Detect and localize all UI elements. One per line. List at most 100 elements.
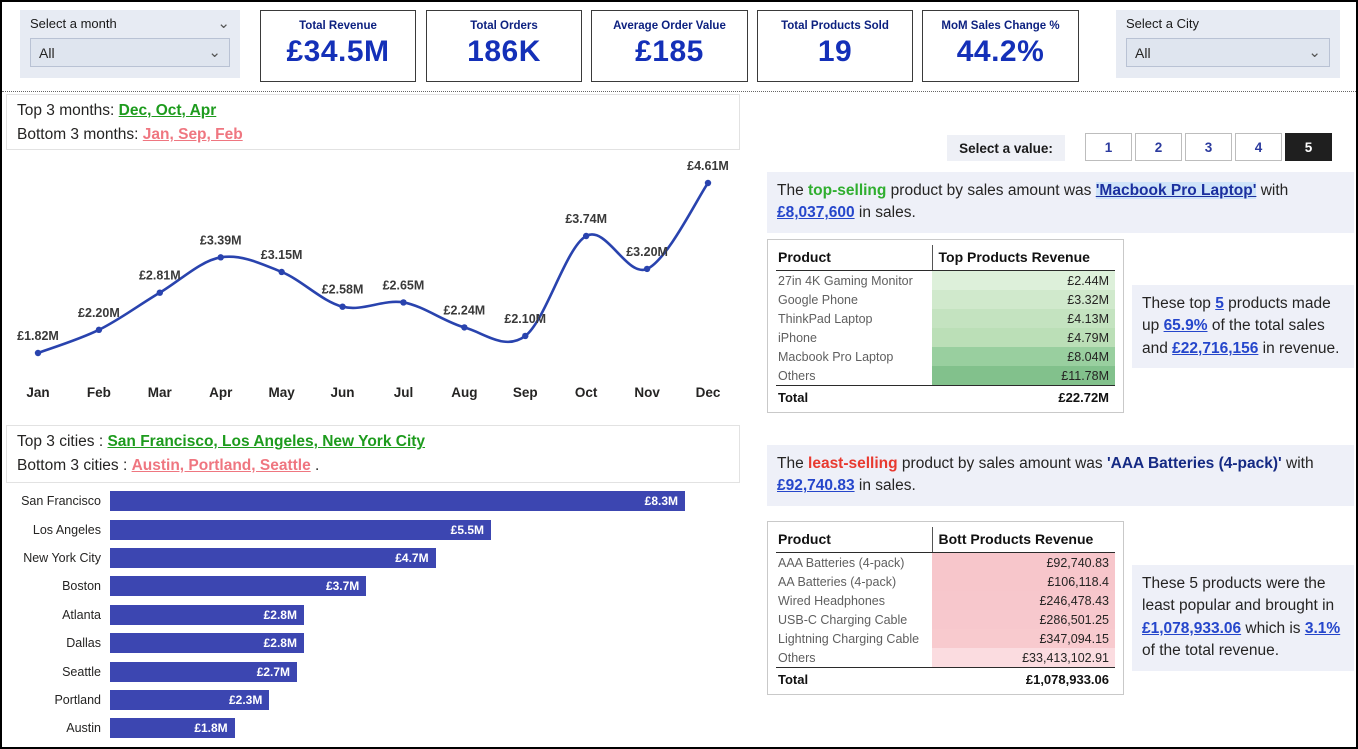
city-revenue-bar-chart[interactable]: San Francisco £8.3M Los Angeles £5.5M New Yo…: [6, 487, 740, 745]
product-column-header[interactable]: Product: [776, 245, 932, 271]
bar-san-francisco[interactable]: £8.3M: [110, 491, 685, 512]
product-column-header[interactable]: Product: [776, 527, 932, 553]
city-slicer: Select a City All ⌄: [1116, 10, 1340, 78]
kpi-value: 186K: [467, 35, 541, 68]
kpi-label: Total Products Sold: [781, 20, 889, 32]
top-months-line: Top 3 months: Dec, Oct, Apr: [17, 99, 729, 123]
data-point-Jan[interactable]: [34, 349, 42, 357]
product-revenue: £347,094.15: [932, 629, 1115, 648]
month-slicer: Select a month ⌄ All ⌄: [20, 10, 240, 78]
x-axis-label: Jan: [26, 385, 49, 400]
chevron-down-icon[interactable]: ⌄: [217, 14, 230, 32]
y-axis-label: Atlanta: [62, 607, 101, 622]
text: in sales.: [854, 204, 916, 222]
bar-los-angeles[interactable]: £5.5M: [110, 519, 492, 540]
product-name: iPhone: [778, 330, 817, 345]
table-row[interactable]: Lightning Charging Cable £347,094.15: [776, 629, 1115, 648]
top-products-table: Product Top Products Revenue 27in 4K Gam…: [767, 239, 1124, 413]
table-row[interactable]: AA Batteries (4-pack) £106,118.4: [776, 572, 1115, 591]
product-revenue: £286,501.25: [932, 610, 1115, 629]
table-row[interactable]: Others £11.78M: [776, 366, 1115, 386]
top-product-amount: £8,037,600: [777, 204, 855, 222]
bar-portland[interactable]: £2.3M: [110, 689, 270, 710]
total-row: Total £22.72M: [776, 385, 1115, 408]
bar-row: Portland £2.3M: [6, 686, 740, 714]
month-dropdown[interactable]: All ⌄: [30, 38, 230, 67]
top-cities-line: Top 3 cities : San Francisco, Los Angele…: [17, 430, 729, 454]
bar-value-label: £5.5M: [450, 522, 485, 537]
data-point-Dec[interactable]: [704, 179, 712, 187]
kpi-label: Total Revenue: [299, 20, 377, 32]
data-point-Nov[interactable]: [643, 265, 651, 273]
table-header-row: Product Bott Products Revenue: [776, 527, 1115, 553]
bottom-cities-line: Bottom 3 cities : Austin, Portland, Seat…: [17, 454, 729, 478]
table-row[interactable]: Macbook Pro Laptop £8.04M: [776, 347, 1115, 366]
data-point-Oct[interactable]: [582, 232, 590, 240]
data-point-May[interactable]: [278, 268, 285, 276]
kpi-value: 44.2%: [956, 35, 1045, 68]
bottom-months-line: Bottom 3 months: Jan, Sep, Feb: [17, 123, 729, 147]
table-row[interactable]: ThinkPad Laptop £4.13M: [776, 309, 1115, 328]
product-revenue: £92,740.83: [932, 552, 1115, 572]
data-point-Aug[interactable]: [461, 324, 468, 331]
x-axis-label: May: [269, 385, 296, 400]
data-point-Apr[interactable]: [217, 254, 224, 261]
bar-value-label: £2.3M: [228, 692, 263, 707]
data-label: £2.58M: [322, 283, 364, 297]
bar-seattle[interactable]: £2.7M: [110, 661, 298, 682]
y-axis-label: Los Angeles: [32, 522, 101, 537]
text: These 5 products were the least popular …: [1142, 575, 1335, 615]
x-axis-label: Mar: [148, 385, 173, 400]
value-button-3[interactable]: 3: [1185, 133, 1232, 161]
product-name: Others: [778, 650, 816, 665]
bottom-months-value: Jan, Sep, Feb: [142, 126, 243, 144]
city-dropdown[interactable]: All ⌄: [1126, 38, 1330, 67]
x-axis-label: Dec: [696, 385, 721, 400]
bar-atlanta[interactable]: £2.8M: [110, 604, 304, 625]
bar-boston[interactable]: £3.7M: [110, 576, 367, 597]
data-label: £1.82M: [17, 329, 59, 343]
value-button-2[interactable]: 2: [1135, 133, 1182, 161]
bar-dallas[interactable]: £2.8M: [110, 633, 304, 654]
data-point-Jun[interactable]: [339, 303, 346, 310]
data-point-Jul[interactable]: [400, 299, 407, 306]
y-axis-label: San Francisco: [21, 494, 101, 509]
table-row[interactable]: USB-C Charging Cable £286,501.25: [776, 610, 1115, 629]
x-axis-label: Apr: [209, 385, 233, 400]
monthly-revenue-line-chart[interactable]: £1.82M Jan £2.20M Feb £2.81M Mar £3.39M Apr £3.1…: [6, 151, 740, 419]
x-axis-label: Jun: [331, 385, 355, 400]
table-row[interactable]: 27in 4K Gaming Monitor £2.44M: [776, 270, 1115, 290]
text: products made up: [1142, 295, 1331, 335]
product-revenue: £246,478.43: [932, 591, 1115, 610]
table-row[interactable]: iPhone £4.79M: [776, 328, 1115, 347]
y-axis-label: Boston: [62, 579, 101, 594]
product-name: Lightning Charging Cable: [778, 631, 920, 646]
table-row[interactable]: Others £33,413,102.91: [776, 648, 1115, 668]
x-axis-label: Jul: [394, 385, 414, 400]
value-button-1[interactable]: 1: [1085, 133, 1132, 161]
bar-austin[interactable]: £1.8M: [110, 718, 235, 739]
data-label: £3.39M: [200, 233, 242, 247]
data-label: £2.65M: [383, 278, 425, 292]
product-name: Wired Headphones: [778, 593, 886, 608]
table-row[interactable]: Google Phone £3.32M: [776, 290, 1115, 309]
value-button-5[interactable]: 5: [1285, 133, 1332, 161]
kpi-value: 19: [817, 35, 853, 68]
product-name: AA Batteries (4-pack): [778, 574, 897, 589]
revenue-column-header[interactable]: Bott Products Revenue: [931, 527, 1115, 553]
bar-new-york-city[interactable]: £4.7M: [110, 547, 436, 568]
value-button-4[interactable]: 4: [1235, 133, 1282, 161]
product-name: Macbook Pro Laptop: [778, 349, 894, 364]
x-axis-label: Nov: [634, 385, 660, 400]
data-label: £2.24M: [444, 303, 486, 317]
table-row[interactable]: AAA Batteries (4-pack) £92,740.83: [776, 552, 1115, 572]
data-point-Mar[interactable]: [156, 289, 164, 296]
data-point-Feb[interactable]: [95, 326, 103, 334]
revenue-column-header[interactable]: Top Products Revenue: [931, 245, 1115, 271]
table-row[interactable]: Wired Headphones £246,478.43: [776, 591, 1115, 610]
data-point-Sep[interactable]: [522, 332, 529, 340]
product-revenue: £11.78M: [932, 366, 1115, 386]
city-slicer-header: Select a City: [1126, 16, 1330, 31]
left-panel: Top 3 months: Dec, Oct, Apr Bottom 3 mon…: [6, 93, 740, 747]
